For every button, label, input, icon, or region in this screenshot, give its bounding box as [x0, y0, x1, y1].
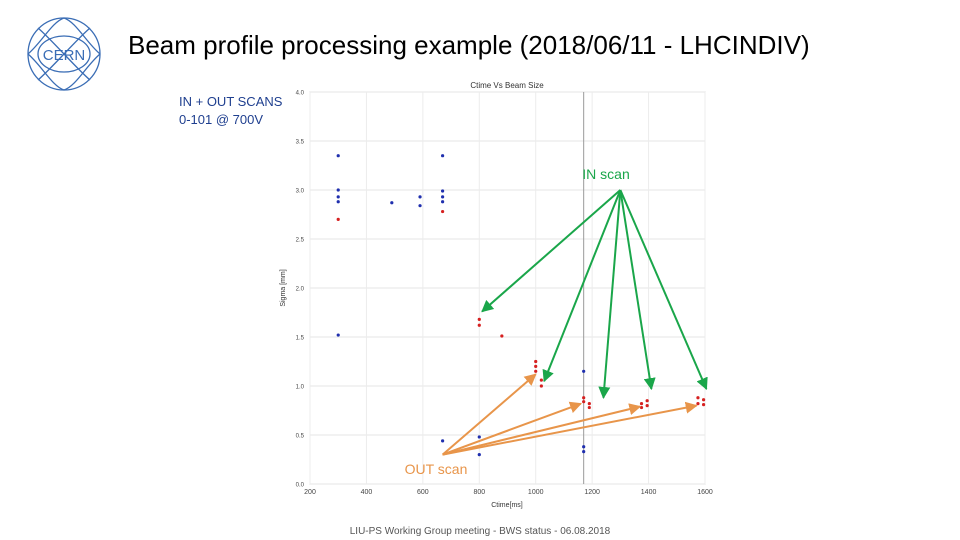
x-tick-label: 200 [304, 489, 316, 496]
scans-note-line2: 0-101 @ 700V [179, 112, 264, 127]
out-scan-point [441, 195, 445, 199]
y-tick-label: 1.5 [296, 336, 305, 342]
in-scan-point [639, 405, 644, 410]
in-scan-point [696, 396, 700, 400]
y-tick-label: 2.0 [296, 287, 305, 293]
out-scan-point [336, 333, 340, 337]
out-scan-point [336, 200, 340, 204]
out-scan-label: OUT scan [405, 461, 468, 477]
cern-logo-text: CERN [43, 47, 86, 64]
out-scan-point [336, 195, 340, 199]
in-scan-point [500, 334, 504, 338]
scans-note: IN + OUT SCANS 0-101 @ 700V [179, 93, 282, 129]
in-scan-point [645, 404, 649, 408]
out-scan-point [418, 204, 422, 208]
out-scan-point [336, 188, 340, 192]
grid [309, 91, 706, 485]
annotation-arrows [441, 189, 708, 456]
y-tick-label: 0.0 [296, 483, 305, 489]
footer: LIU-PS Working Group meeting - BWS statu… [349, 526, 611, 537]
out-scan-arrow [442, 403, 642, 456]
y-axis-label: Sigma [mm] [280, 269, 287, 306]
x-tick-label: 1600 [697, 489, 713, 496]
y-tick-label: 3.5 [296, 140, 305, 146]
in-scan-point [477, 317, 481, 321]
in-scan-point [582, 396, 586, 400]
in-scan-point [587, 405, 591, 410]
in-scan-arrow [619, 189, 708, 391]
axes: 0.0 0.5 1.0 1.5 2.0 2.5 3.0 3.5 4.0 200 400 600 800 1… [296, 91, 713, 497]
out-scan-point [441, 439, 445, 443]
in-scan-arrow [598, 189, 622, 399]
in-scan-point [441, 209, 445, 214]
x-tick-label: 1200 [584, 489, 600, 496]
out-scan-point [441, 189, 445, 193]
y-tick-label: 4.0 [296, 91, 305, 97]
out-scan-arrow [441, 373, 537, 456]
in-scan-arrow [481, 189, 622, 313]
in-scan-arrow [619, 189, 656, 391]
y-tick-label: 3.0 [296, 189, 305, 195]
in-scan-point [534, 369, 538, 373]
in-scan-point [539, 378, 543, 382]
in-scan-point [645, 399, 649, 403]
in-scan-point [639, 402, 644, 406]
in-scan-point [534, 364, 538, 368]
in-scan-point [701, 398, 706, 402]
out-scan-point [582, 445, 586, 449]
slide-title: Beam profile processing example (2018/06… [128, 30, 810, 60]
chart-title: Ctime Vs Beam Size [470, 81, 544, 90]
in-scan-label: IN scan [582, 166, 629, 182]
x-tick-label: 600 [417, 489, 429, 496]
x-tick-label: 1400 [641, 489, 657, 496]
in-scan-point [539, 384, 543, 388]
in-scan-point [582, 400, 586, 404]
in-scan-point [696, 402, 700, 406]
out-scan-point [441, 200, 445, 204]
in-scan-point [336, 217, 340, 221]
y-tick-label: 1.0 [296, 385, 305, 391]
out-scan-point [336, 154, 340, 158]
out-scan-point [477, 435, 481, 439]
cern-logo: CERN [27, 17, 101, 91]
out-scan-point [441, 154, 445, 158]
x-tick-label: 400 [361, 489, 373, 496]
in-scan-point [534, 359, 538, 364]
in-scan-arrow [542, 189, 622, 383]
data-points [336, 154, 706, 457]
x-tick-label: 1000 [528, 489, 544, 496]
y-tick-label: 2.5 [296, 238, 305, 244]
out-scan-arrow [442, 401, 582, 456]
out-scan-point [582, 450, 586, 454]
in-scan-point [701, 403, 706, 407]
scans-note-line1: IN + OUT SCANS [179, 94, 283, 109]
out-scan-point [582, 369, 586, 373]
x-tick-label: 800 [473, 489, 485, 496]
in-scan-point [477, 323, 481, 327]
out-scan-point [390, 201, 394, 205]
x-axis-label: Ctime[ms] [491, 502, 523, 509]
in-scan-point [587, 402, 591, 406]
y-tick-label: 0.5 [296, 434, 305, 440]
out-scan-point [418, 195, 422, 199]
out-scan-arrow [442, 401, 698, 456]
out-scan-point [477, 453, 481, 457]
